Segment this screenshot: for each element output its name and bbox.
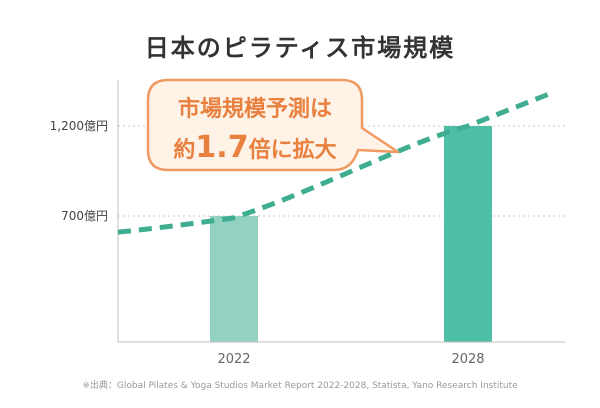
x-tick-label-2022: 2022	[217, 352, 250, 367]
y-tick-label-1: 1,200億円	[50, 119, 108, 133]
trend-line	[117, 91, 551, 235]
y-tick-label-0: 700億円	[61, 209, 108, 223]
y-tick-labels: 700億円 1,200億円	[50, 119, 108, 223]
x-tick-label-2028: 2028	[451, 352, 484, 367]
callout-bubble	[146, 78, 400, 172]
bar-2028	[444, 126, 492, 342]
callout: 市場規模予測は 約1.7倍に拡大	[146, 78, 400, 172]
callout-line1: 市場規模予測は	[178, 96, 332, 122]
bars	[210, 126, 492, 342]
callout-number: 1.7	[195, 130, 248, 165]
x-tick-labels: 2022 2028	[217, 352, 484, 367]
callout-line2: 約1.7倍に拡大	[173, 130, 336, 165]
callout-suffix: 倍に拡大	[249, 137, 337, 163]
chart-title: 日本のピラティス市場規模	[144, 34, 456, 62]
bar-2022	[210, 216, 258, 342]
source-note: ※出典：Global Pilates & Yoga Studios Market…	[82, 381, 518, 391]
callout-prefix: 約	[173, 137, 195, 163]
